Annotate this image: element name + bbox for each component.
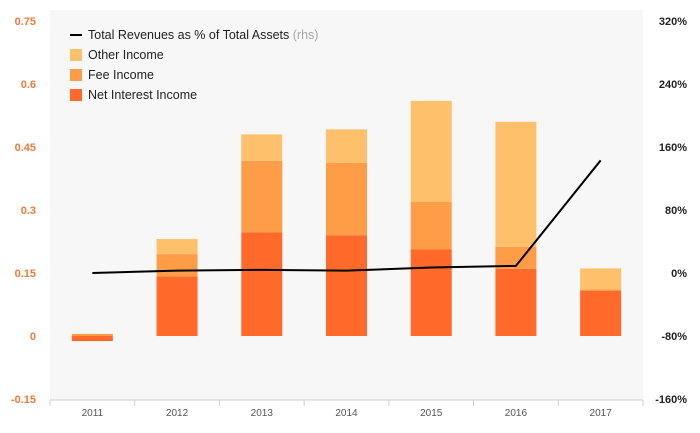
legend-swatch <box>70 69 82 81</box>
bar-net-interest-income-2016 <box>495 268 537 336</box>
bar-fee-income-2015 <box>410 202 452 250</box>
legend-item-other-income: Other Income <box>70 48 164 62</box>
legend-item-line: Total Revenues as % of Total Assets (rhs… <box>70 28 318 42</box>
legend-swatch <box>70 89 82 101</box>
legend-label: Other Income <box>88 48 164 62</box>
left-tick-label: -0.15 <box>11 394 36 406</box>
bar-series-group <box>71 100 622 342</box>
bar-fee-income-2014 <box>326 162 367 236</box>
bar-other-income-2015 <box>410 100 452 203</box>
right-tick-label: 240% <box>659 79 687 91</box>
left-tick-label: 0 <box>30 331 36 343</box>
bar-fee-income-2013 <box>241 160 283 233</box>
bar-other-income-2016 <box>495 121 537 247</box>
right-tick-label: 320% <box>659 16 687 28</box>
x-tick-label-2017: 2017 <box>590 408 613 419</box>
left-tick-label: 0.15 <box>15 268 36 280</box>
right-y-axis: -160% -80% 0% 80% 160% 240% 320% <box>655 16 687 406</box>
legend-item-fee-income: Fee Income <box>70 68 154 82</box>
left-y-axis: -0.15 0 0.15 0.3 0.45 0.6 0.75 <box>11 16 36 406</box>
x-tick-label-2016: 2016 <box>505 408 528 419</box>
bar-net-interest-income-2012 <box>156 276 198 336</box>
right-tick-label: 160% <box>659 142 687 154</box>
legend-rhs-note: (rhs) <box>293 28 319 42</box>
right-tick-label: 0% <box>671 268 687 280</box>
legend-label: Fee Income <box>88 68 154 82</box>
legend-swatch <box>70 49 82 61</box>
legend-item-net-interest-income: Net Interest Income <box>70 88 197 102</box>
bar-fee-income-2017 <box>580 289 622 291</box>
x-tick-label-2012: 2012 <box>166 408 189 419</box>
x-tick-label-2014: 2014 <box>335 408 358 419</box>
legend-label-line: Total Revenues as % of Total Assets (rhs… <box>88 28 318 42</box>
bar-other-income-2013 <box>241 134 283 161</box>
bar-other-income-2014 <box>326 129 367 163</box>
bar-fee-income-2012 <box>156 254 198 277</box>
bar-net-interest-income-2014 <box>326 235 367 336</box>
x-tick-label-2011: 2011 <box>82 408 104 419</box>
bar-net-interest-income-2013 <box>241 232 283 336</box>
bar-other-income-2012 <box>156 238 198 255</box>
left-tick-label: 0.3 <box>21 205 36 217</box>
left-tick-label: 0.75 <box>15 16 36 28</box>
line-total-revenues-pct-assets <box>92 159 602 274</box>
x-tick-label-2013: 2013 <box>251 408 274 419</box>
x-axis: 2011 2012 2013 2014 2015 2016 2017 <box>49 399 644 419</box>
bar-other-income-2017 <box>580 268 622 290</box>
line-series-group <box>92 159 602 274</box>
bar-net-interest-income-2017 <box>580 290 622 336</box>
legend-label: Net Interest Income <box>88 88 197 102</box>
legend: Total Revenues as % of Total Assets (rhs… <box>70 28 318 102</box>
x-tick-label-2015: 2015 <box>420 408 443 419</box>
left-tick-label: 0.45 <box>15 142 36 154</box>
right-tick-label: -80% <box>661 331 687 343</box>
bar-net-interest-income-2011 <box>71 336 113 342</box>
right-tick-label: -160% <box>655 394 687 406</box>
right-tick-label: 80% <box>665 205 687 217</box>
bar-fee-income-2011 <box>71 333 113 336</box>
bar-net-interest-income-2015 <box>410 249 452 336</box>
left-tick-label: 0.6 <box>21 79 36 91</box>
